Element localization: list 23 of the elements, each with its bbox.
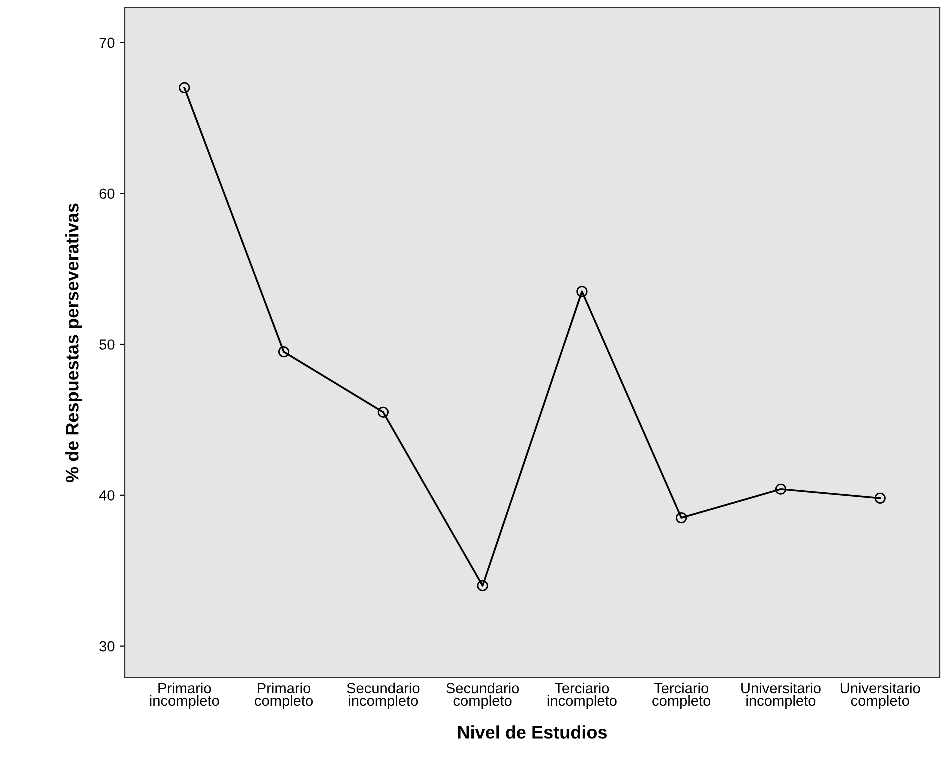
x-tick-label: Terciario incompleto (548, 682, 617, 709)
y-tick-label: 50 (100, 340, 115, 350)
point (874, 492, 886, 504)
point (477, 580, 488, 592)
y-tick-label: 30 (100, 641, 115, 652)
x-tick-label: Universitario completo (840, 682, 920, 709)
point (378, 406, 389, 418)
x-tick-label: Primario completo (255, 682, 313, 709)
point (576, 286, 588, 298)
y-tick-label: 40 (99, 490, 115, 501)
point (179, 82, 190, 94)
x-tick-label: Primario incompleto (150, 682, 220, 709)
x-tick-label: Universitario incompleto (742, 682, 821, 709)
point (676, 512, 688, 524)
y-tick-label: 60 (100, 188, 115, 200)
point (775, 484, 787, 495)
point (278, 346, 290, 358)
x-tick-label: Secundario incompleto (347, 682, 420, 709)
x-tick-label: Secundario completo (446, 682, 520, 709)
y-tick-label: 70 (100, 38, 115, 48)
x-tick-label: Terciario completo (652, 682, 711, 709)
x-axis-title: Nivel de Estudios (458, 726, 608, 739)
y-axis-title: % de Respuestas perseverativas (66, 204, 82, 483)
